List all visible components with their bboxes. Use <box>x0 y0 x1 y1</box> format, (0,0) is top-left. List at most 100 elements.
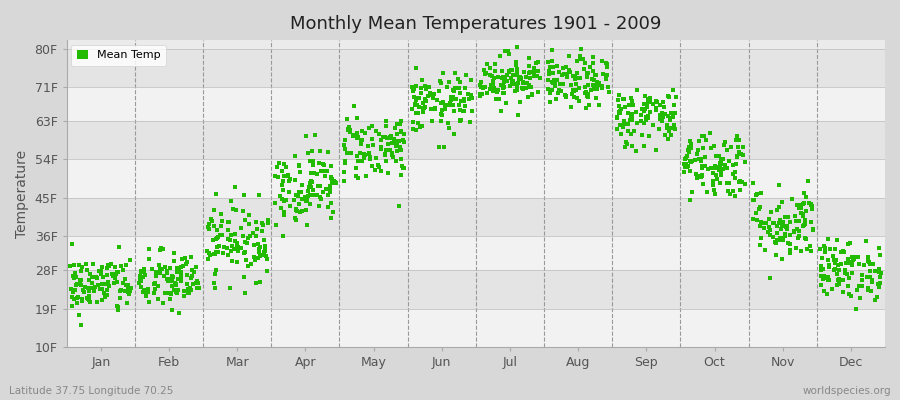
Point <box>292 163 306 169</box>
Point <box>546 70 561 76</box>
Point <box>111 304 125 310</box>
Point <box>729 161 743 168</box>
Point <box>108 270 122 277</box>
Point <box>92 268 106 274</box>
Point <box>97 294 112 300</box>
Point <box>584 86 598 93</box>
Point <box>796 200 810 207</box>
Point <box>306 162 320 168</box>
Point <box>177 255 192 261</box>
Point <box>260 217 274 223</box>
Point <box>703 130 717 137</box>
Point <box>83 299 97 305</box>
Point <box>738 181 752 187</box>
Point <box>806 226 821 233</box>
Point <box>454 116 468 123</box>
Point <box>141 246 156 252</box>
Point <box>757 224 771 231</box>
Point <box>271 174 285 180</box>
Point <box>107 280 122 286</box>
Point <box>148 280 163 286</box>
Point <box>495 90 509 97</box>
Point <box>116 279 130 286</box>
Point <box>251 241 266 247</box>
Point <box>252 249 266 256</box>
Point <box>620 141 634 147</box>
Point <box>862 268 877 274</box>
Point <box>341 126 356 132</box>
Point <box>409 83 423 90</box>
Point <box>590 79 604 86</box>
Point <box>184 254 198 260</box>
Point <box>572 85 587 91</box>
Point <box>556 81 571 88</box>
Point <box>382 134 397 141</box>
Point <box>464 77 478 83</box>
Point <box>101 262 115 269</box>
Point <box>713 180 727 186</box>
Point <box>694 174 708 181</box>
Point <box>343 127 357 134</box>
Point <box>160 270 175 277</box>
Point <box>395 163 410 169</box>
Point <box>845 254 859 260</box>
Point <box>278 172 293 179</box>
Point <box>855 277 869 284</box>
Point <box>88 284 103 290</box>
Point <box>637 106 652 112</box>
Point <box>864 287 878 294</box>
Point <box>425 92 439 98</box>
Point <box>220 236 235 242</box>
Point <box>322 188 337 195</box>
Point <box>828 266 842 272</box>
Point <box>814 263 829 270</box>
Point <box>564 90 579 97</box>
Point <box>502 69 517 75</box>
Point <box>521 94 535 100</box>
Point <box>805 203 819 210</box>
Point <box>162 276 176 282</box>
Point <box>559 93 573 99</box>
Point <box>543 64 557 70</box>
Point <box>396 165 410 171</box>
Point <box>761 216 776 222</box>
Point <box>339 150 354 156</box>
Point <box>661 93 675 100</box>
Point <box>433 118 447 124</box>
Point <box>717 162 732 168</box>
Point <box>341 127 356 133</box>
Point <box>459 72 473 79</box>
Point <box>624 95 638 101</box>
Point <box>178 260 193 267</box>
Point <box>292 189 306 196</box>
Point <box>67 262 81 268</box>
Point <box>484 82 499 88</box>
Point <box>435 107 449 114</box>
Point <box>701 166 716 172</box>
Point <box>374 146 388 152</box>
Point <box>580 74 594 80</box>
Point <box>772 182 787 188</box>
Point <box>396 131 410 137</box>
Point <box>416 104 430 111</box>
Point <box>148 273 163 279</box>
Point <box>506 71 520 78</box>
Point <box>796 211 810 217</box>
Point <box>586 81 600 88</box>
Point <box>256 251 270 258</box>
Point <box>733 178 747 184</box>
Point <box>713 160 727 166</box>
Point <box>618 104 633 110</box>
Point <box>498 48 512 54</box>
Point <box>226 206 240 212</box>
Point <box>253 253 267 260</box>
Point <box>655 110 670 116</box>
Point <box>571 75 585 81</box>
Point <box>299 206 313 213</box>
Point <box>683 145 698 152</box>
Point <box>427 91 441 98</box>
Point <box>698 137 713 143</box>
Point <box>350 115 365 122</box>
Point <box>572 98 586 104</box>
Point <box>295 208 310 214</box>
